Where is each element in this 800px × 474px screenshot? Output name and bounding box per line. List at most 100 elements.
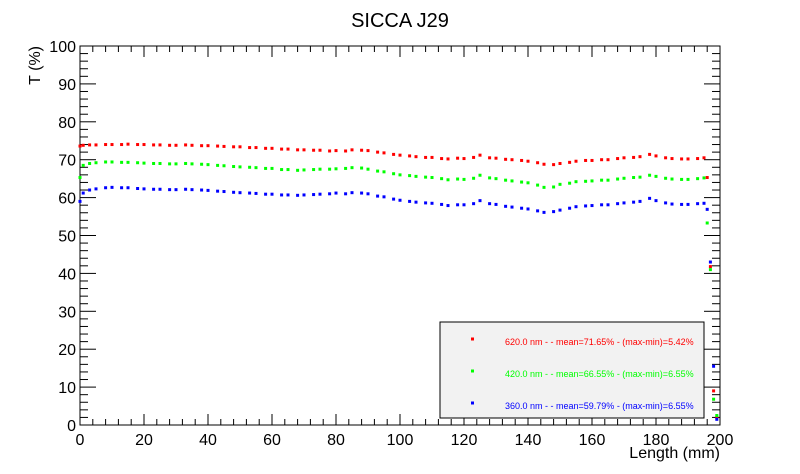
data-point	[254, 146, 258, 150]
data-point	[104, 186, 108, 190]
data-point	[408, 199, 412, 203]
data-point	[168, 143, 172, 147]
data-point	[264, 166, 268, 170]
data-point	[558, 161, 562, 165]
data-point	[696, 202, 700, 206]
data-point	[715, 415, 719, 419]
data-point	[488, 156, 492, 160]
y-tick-label: 80	[58, 115, 76, 132]
data-point	[248, 165, 252, 169]
data-point	[702, 201, 706, 205]
data-point	[344, 192, 348, 196]
data-point	[222, 190, 226, 194]
data-point	[200, 162, 204, 166]
data-point	[190, 188, 194, 192]
legend-marker	[471, 337, 474, 341]
data-point	[654, 174, 658, 178]
y-tick-label: 30	[58, 304, 76, 321]
data-point	[142, 187, 146, 191]
data-point	[126, 160, 130, 164]
data-point	[590, 204, 594, 208]
data-point	[472, 155, 476, 159]
chart-title: SICCA J29	[351, 10, 449, 32]
data-point	[398, 153, 402, 157]
data-point	[590, 158, 594, 162]
data-point	[414, 174, 418, 178]
data-point	[302, 148, 306, 152]
legend-box	[439, 321, 705, 419]
data-point	[414, 155, 418, 159]
data-point	[478, 173, 482, 177]
data-point	[520, 206, 524, 210]
data-point	[408, 154, 412, 158]
data-point	[648, 173, 652, 177]
data-point	[216, 163, 220, 167]
data-point	[248, 146, 252, 150]
data-point	[318, 192, 322, 196]
data-point	[376, 150, 380, 154]
data-point	[686, 177, 690, 181]
data-point	[238, 191, 242, 195]
y-tick-labels: 0 10 20 30 40 50 60 70 80 90 100	[49, 39, 76, 435]
data-point	[622, 156, 626, 160]
data-point	[574, 205, 578, 209]
data-point	[398, 173, 402, 177]
data-point	[456, 177, 460, 181]
data-point	[174, 143, 178, 147]
data-point	[536, 183, 540, 187]
data-point	[270, 166, 274, 170]
data-point	[456, 203, 460, 207]
data-point	[715, 414, 719, 418]
data-point	[574, 180, 578, 184]
data-point	[440, 202, 444, 206]
data-point	[270, 146, 274, 150]
data-point	[152, 143, 156, 147]
x-tick-label: 200	[707, 432, 734, 449]
data-point	[392, 152, 396, 156]
data-point	[686, 157, 690, 161]
data-point	[382, 170, 386, 174]
data-point	[478, 153, 482, 157]
data-point	[126, 186, 130, 190]
x-tick-label: 20	[135, 432, 153, 449]
data-point	[344, 166, 348, 170]
data-point	[632, 155, 636, 159]
data-point	[504, 157, 508, 161]
data-point	[708, 268, 712, 272]
data-point	[280, 147, 284, 151]
data-point	[334, 191, 338, 195]
data-point	[270, 192, 274, 196]
data-point	[366, 167, 370, 171]
data-point	[590, 179, 594, 183]
data-point	[184, 161, 188, 165]
data-point	[712, 397, 716, 401]
data-point	[600, 178, 604, 182]
data-point	[542, 185, 546, 189]
x-tick-label: 120	[451, 432, 478, 449]
data-point	[408, 174, 412, 178]
data-point	[708, 260, 712, 264]
data-point	[78, 176, 82, 180]
data-points	[78, 142, 719, 421]
data-point	[616, 202, 620, 206]
data-point	[462, 157, 466, 161]
x-tick-label: 180	[643, 432, 670, 449]
data-point	[488, 202, 492, 206]
data-point	[232, 165, 236, 169]
data-point	[696, 177, 700, 181]
data-point	[328, 149, 332, 153]
data-point	[382, 195, 386, 199]
series-0	[78, 142, 719, 419]
data-point	[504, 178, 508, 182]
data-point	[616, 177, 620, 181]
data-point	[184, 143, 188, 147]
data-point	[705, 176, 709, 180]
data-point	[568, 181, 572, 185]
legend-marker	[471, 369, 474, 373]
data-point	[81, 143, 85, 147]
data-point	[350, 166, 354, 170]
data-point	[174, 162, 178, 166]
data-point	[494, 202, 498, 206]
data-point	[94, 143, 98, 147]
data-point	[312, 193, 316, 197]
